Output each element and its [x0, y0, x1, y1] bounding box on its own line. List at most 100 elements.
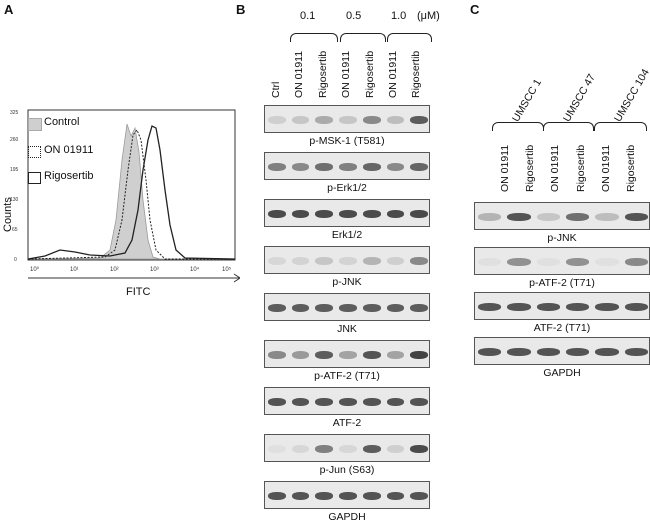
cell-line-label: UMSCC 47	[561, 72, 598, 124]
panel_c-lane-label: Rigosertib	[524, 144, 537, 192]
panel_c-blot-label: p-JNK	[547, 232, 577, 244]
panel_b-band	[315, 398, 334, 406]
panel_c-blot-0	[474, 202, 650, 230]
panel_b-band	[315, 492, 334, 500]
panel_c-blot-label: p-ATF-2 (T71)	[529, 277, 595, 289]
dose-0-5: 0.5	[346, 10, 362, 22]
panel_c-lane-label: ON 01911	[549, 144, 562, 192]
panel_b-band	[410, 210, 428, 218]
panel_c-blot-1	[474, 247, 650, 275]
legend-swatch-control	[28, 118, 42, 131]
panel_b-band	[410, 445, 428, 453]
panel_b-blot-label: Erk1/2	[331, 229, 363, 241]
legend-rigosertib: Rigosertib	[44, 170, 94, 182]
bracket-0-1	[290, 33, 338, 42]
flow-histogram: 0 65 130 195 260 325 10⁰ 10¹ 10² 10³ 10⁴…	[10, 109, 240, 298]
panel_c-band	[595, 303, 619, 311]
panel_b-band	[315, 304, 334, 312]
panel_b-band	[315, 257, 334, 265]
panel_b-band	[291, 116, 310, 124]
panel_c-band	[478, 348, 502, 356]
panel_b-band	[362, 304, 381, 312]
legend-on01911: ON 01911	[44, 144, 94, 156]
panel_b-band	[362, 398, 381, 406]
panel_b-band	[410, 163, 428, 171]
panel_c-band	[595, 348, 619, 356]
panel_b-band	[362, 210, 381, 218]
panel_c-band	[478, 303, 502, 311]
panel_b-band	[386, 163, 405, 171]
panel_b-lane-label: ON 01911	[293, 50, 306, 98]
panel_b-band	[339, 398, 357, 406]
panel_c-band	[478, 258, 502, 266]
bracket-umscc1	[492, 122, 544, 131]
panel_c-band	[624, 258, 648, 266]
panel_c-band	[566, 213, 590, 221]
panel_b-band	[291, 398, 310, 406]
panel_b-band	[268, 163, 286, 171]
panel_b-lane-label: Rigosertib	[410, 50, 423, 98]
panel_c-lane-label: ON 01911	[599, 144, 612, 192]
panel_b-band	[315, 351, 334, 359]
panel_c-lane-label: Rigosertib	[574, 144, 587, 192]
panel_c-band	[536, 303, 560, 311]
x-axis-label: FITC	[126, 286, 150, 298]
panel_b-blot-7	[264, 434, 430, 462]
ytick-0: 0	[14, 257, 17, 263]
panel_b-lane-label: Ctrl	[270, 81, 282, 98]
panel_b-band	[362, 116, 381, 124]
panel_b-band	[386, 304, 405, 312]
panel_b-band	[410, 492, 428, 500]
xtick-1e1: 10¹	[70, 267, 79, 273]
panel_b-band	[339, 304, 357, 312]
panel_b-lane-label: Rigosertib	[316, 50, 329, 98]
ytick-260: 260	[10, 137, 19, 143]
panel_b-band	[268, 351, 286, 359]
panel_b-blot-label: p-ATF-2 (T71)	[314, 370, 380, 382]
panel_b-blot-label: p-Erk1/2	[327, 182, 367, 194]
panel-label-b: B	[236, 2, 246, 17]
panel_b-blot-label: GAPDH	[328, 511, 366, 523]
panel_b-blot-0	[264, 105, 430, 133]
panel_b-band	[315, 445, 334, 453]
panel_b-band	[291, 257, 310, 265]
xtick-1e0: 10⁰	[30, 266, 40, 273]
bracket-1-0	[387, 33, 432, 42]
dose-unit: (μM)	[417, 10, 440, 22]
panel_b-blot-3	[264, 246, 430, 274]
panel_c-band	[478, 213, 502, 221]
dose-1-0: 1.0	[391, 10, 407, 22]
panel_b-band	[339, 351, 357, 359]
legend-control: Control	[44, 116, 80, 128]
panel_c-band	[536, 258, 560, 266]
panel_c-band	[566, 348, 590, 356]
panel_b-band	[410, 304, 428, 312]
panel_b-band	[339, 116, 357, 124]
panel_b-band	[339, 210, 357, 218]
xtick-1e2: 10²	[110, 267, 119, 273]
control-histogram	[27, 123, 235, 260]
panel_c-band	[507, 258, 531, 266]
panel_c-blot-label: GAPDH	[543, 367, 581, 379]
panel_c-band	[507, 303, 531, 311]
panel_b-band	[268, 116, 286, 124]
panel-label-c: C	[470, 2, 480, 17]
panel_b-band	[386, 398, 405, 406]
on01911-histogram	[27, 129, 235, 260]
panel_c-band	[507, 348, 531, 356]
panel_b-band	[339, 445, 357, 453]
panel_b-band	[291, 210, 310, 218]
panel_b-band	[315, 210, 334, 218]
panel_c-band	[536, 348, 560, 356]
panel_b-band	[291, 492, 310, 500]
panel_b-blot-label: p-Jun (S63)	[319, 464, 375, 476]
panel_b-band	[386, 257, 405, 265]
panel_b-band	[268, 257, 286, 265]
panel_b-band	[268, 445, 286, 453]
panel_b-blot-1	[264, 152, 430, 180]
panel_b-band	[268, 304, 286, 312]
panel_b-band	[339, 257, 357, 265]
dose-0-1: 0.1	[300, 10, 316, 22]
panel_b-band	[386, 445, 405, 453]
panel_c-blot-label: ATF-2 (T71)	[533, 322, 591, 334]
